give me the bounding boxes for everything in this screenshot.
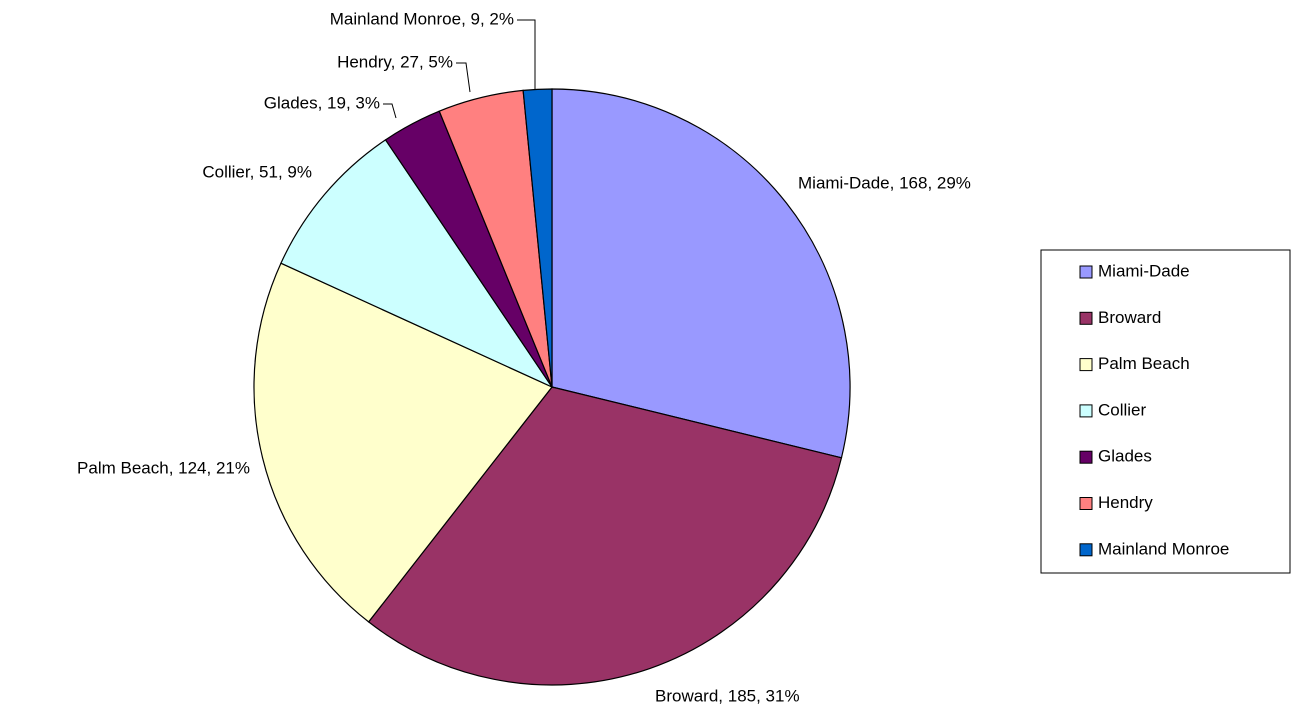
pie-slice	[522, 88, 553, 388]
data-label: Broward, 185, 31%	[655, 686, 800, 705]
data-label: Glades, 19, 3%	[264, 93, 380, 112]
data-label: Miami-Dade, 168, 29%	[798, 173, 971, 192]
data-label: Mainland Monroe, 9, 2%	[330, 9, 514, 28]
leader-line	[456, 62, 471, 93]
legend-box	[1040, 249, 1291, 574]
legend-swatch	[1079, 450, 1093, 464]
pie-slice	[367, 386, 843, 686]
leader-line	[517, 19, 536, 89]
legend-label: Broward	[1098, 308, 1161, 327]
legend-label: Glades	[1098, 447, 1152, 466]
legend-swatch	[1079, 265, 1093, 279]
legend-label: Miami-Dade	[1098, 261, 1190, 280]
legend-label: Collier	[1098, 400, 1147, 419]
legend-swatch	[1079, 404, 1093, 418]
legend-label: Mainland Monroe	[1098, 539, 1229, 558]
legend-label: Palm Beach	[1098, 354, 1190, 373]
pie-slice	[253, 262, 553, 623]
legend-swatch	[1079, 497, 1093, 510]
leader-line	[383, 103, 397, 119]
pie-slice	[551, 88, 851, 459]
data-label: Hendry, 27, 5%	[337, 52, 453, 71]
legend-swatch	[1079, 311, 1093, 325]
data-label: Collier, 51, 9%	[202, 162, 312, 181]
legend-swatch	[1079, 358, 1093, 372]
legend-label: Hendry	[1098, 493, 1153, 512]
legend-swatch	[1079, 543, 1093, 557]
data-label: Palm Beach, 124, 21%	[77, 458, 250, 477]
pie-slice	[280, 139, 554, 389]
